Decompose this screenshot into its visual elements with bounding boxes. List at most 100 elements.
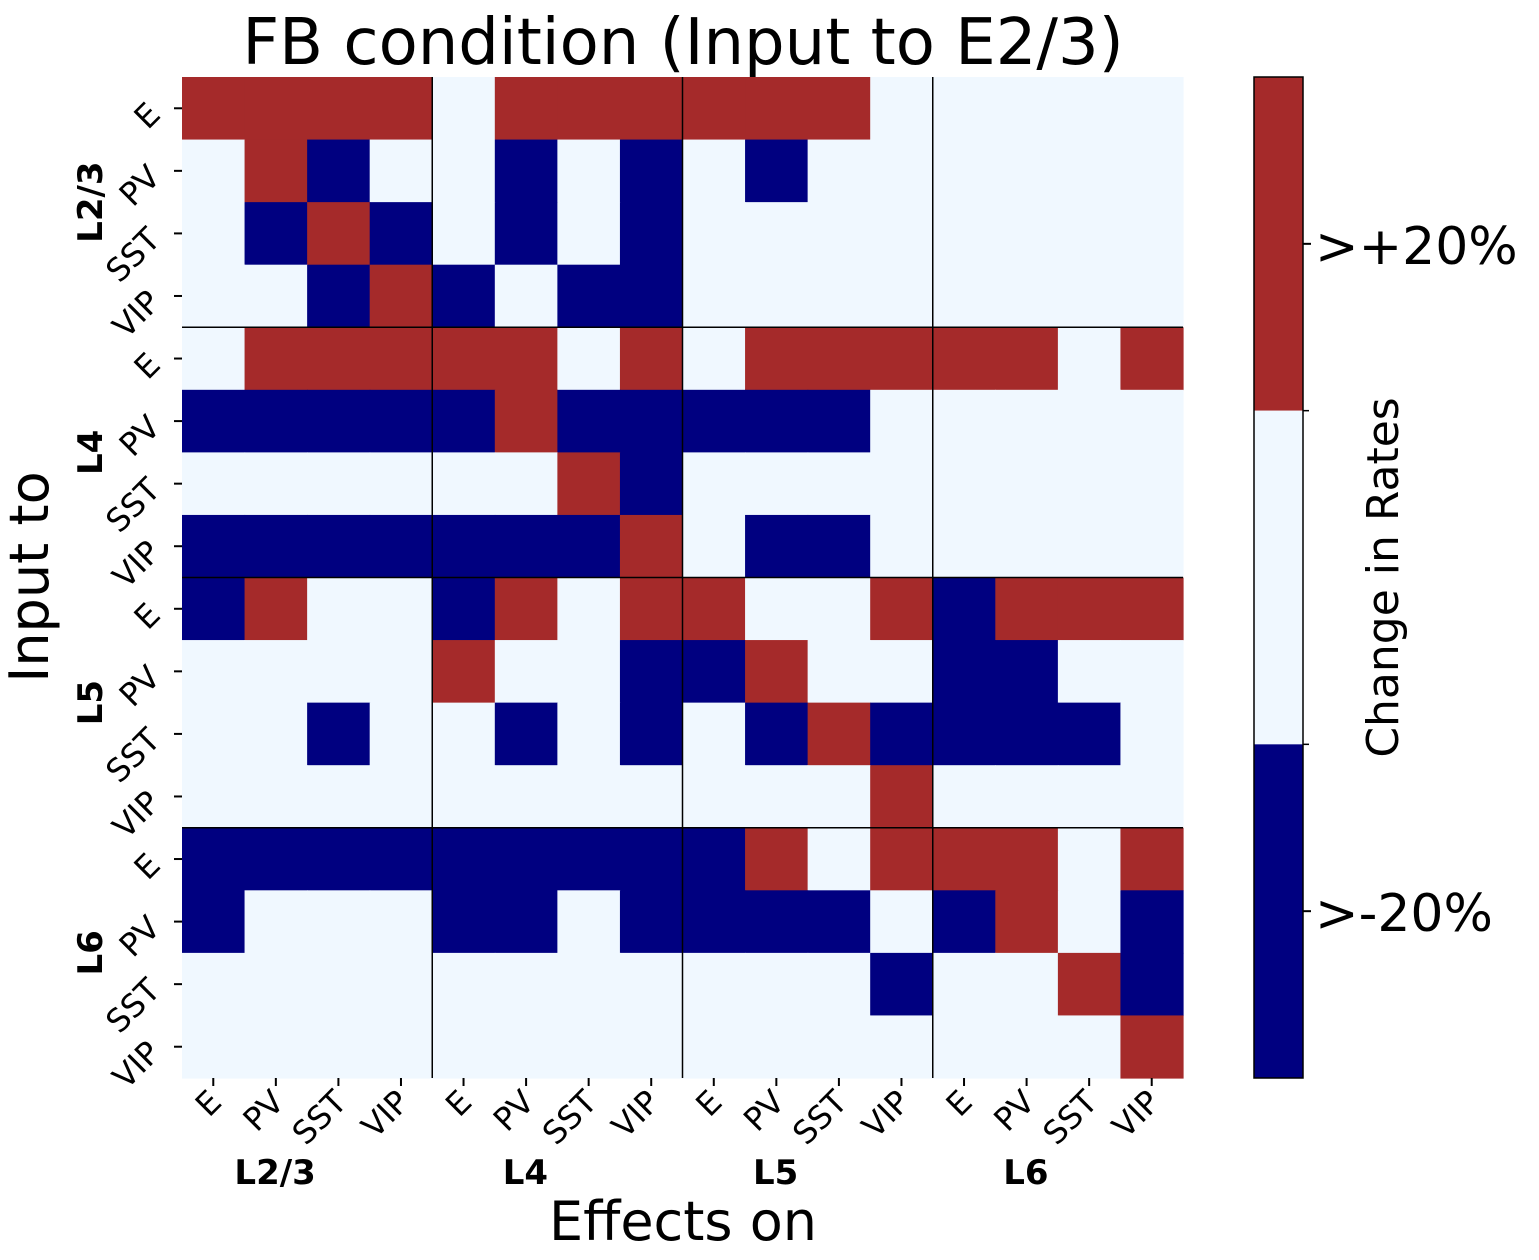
heatmap-cell bbox=[432, 577, 496, 641]
heatmap-cell bbox=[432, 264, 496, 328]
heatmap-cell bbox=[807, 327, 871, 391]
heatmap-cell bbox=[182, 514, 246, 579]
heatmap-cell bbox=[870, 577, 934, 641]
heatmap-cell bbox=[1120, 577, 1184, 641]
heatmap-cell bbox=[745, 452, 809, 516]
colorbar-tick-label: >-20% bbox=[1315, 884, 1493, 944]
heatmap-cell bbox=[307, 77, 371, 141]
y-tick-label: VIP bbox=[105, 783, 168, 846]
heatmap-cell bbox=[995, 1015, 1059, 1079]
heatmap-cell bbox=[182, 890, 246, 954]
heatmap-cells bbox=[182, 77, 1184, 1079]
heatmap-cell bbox=[182, 202, 246, 266]
heatmap-cell bbox=[682, 452, 746, 516]
heatmap-cell bbox=[432, 77, 496, 141]
heatmap-cell bbox=[1120, 702, 1184, 766]
heatmap-cell bbox=[682, 890, 746, 954]
heatmap-cell bbox=[369, 827, 433, 891]
x-tick-label: SST bbox=[1035, 1082, 1105, 1152]
heatmap-cell bbox=[619, 389, 684, 453]
heatmap-cell bbox=[182, 702, 246, 766]
y-layer-label: L5 bbox=[71, 680, 111, 725]
heatmap-cell bbox=[932, 139, 996, 203]
heatmap-cell bbox=[682, 202, 746, 266]
heatmap-cell bbox=[995, 765, 1059, 829]
heatmap-cell bbox=[182, 139, 246, 203]
heatmap-cell bbox=[244, 702, 308, 766]
heatmap-cell bbox=[244, 264, 308, 328]
heatmap-cell bbox=[807, 952, 871, 1017]
heatmap-cell bbox=[557, 202, 621, 266]
heatmap-cell bbox=[494, 890, 558, 954]
heatmap-cell bbox=[432, 327, 496, 391]
x-tick-label: E bbox=[188, 1083, 229, 1124]
heatmap-cell bbox=[932, 264, 996, 328]
heatmap-cell bbox=[369, 139, 433, 203]
heatmap-cell bbox=[995, 952, 1059, 1017]
heatmap-cell bbox=[244, 327, 308, 391]
heatmap-cell bbox=[619, 890, 684, 954]
heatmap-cell bbox=[745, 952, 809, 1017]
heatmap-cell bbox=[932, 765, 996, 829]
x-tick-label: PV bbox=[486, 1083, 542, 1139]
heatmap-cell bbox=[432, 452, 496, 516]
heatmap-cell bbox=[745, 1015, 809, 1079]
x-tick-label: PV bbox=[236, 1083, 292, 1139]
heatmap-cell bbox=[244, 952, 308, 1017]
heatmap-cell bbox=[1120, 765, 1184, 829]
heatmap-cell bbox=[369, 327, 433, 391]
heatmap-cell bbox=[494, 264, 558, 328]
heatmap-cell bbox=[369, 952, 433, 1017]
heatmap-cell bbox=[182, 1015, 246, 1079]
heatmap-cell bbox=[307, 389, 371, 453]
x-tick-label: VIP bbox=[854, 1083, 917, 1146]
x-axis-title: Effects on bbox=[549, 1190, 817, 1253]
heatmap-cell bbox=[244, 452, 308, 516]
colorbar: >+20% >-20% Change in Rates bbox=[1253, 76, 1518, 1079]
heatmap-cell bbox=[1120, 327, 1184, 391]
x-tick-label: VIP bbox=[604, 1083, 667, 1146]
heatmap-cell bbox=[494, 702, 558, 766]
y-layer-label: L2/3 bbox=[71, 161, 111, 242]
chart-title: FB condition (Input to E2/3) bbox=[242, 6, 1123, 80]
heatmap-cell bbox=[807, 139, 871, 203]
heatmap-cell bbox=[244, 77, 308, 141]
heatmap-cell bbox=[1120, 264, 1184, 328]
heatmap-cell bbox=[369, 765, 433, 829]
heatmap-cell bbox=[557, 139, 621, 203]
heatmap-cell bbox=[557, 952, 621, 1017]
heatmap-cell bbox=[307, 514, 371, 579]
heatmap-cell bbox=[244, 577, 308, 641]
heatmap-cell bbox=[870, 139, 934, 203]
heatmap-cell bbox=[995, 514, 1059, 579]
heatmap-cell bbox=[619, 264, 684, 328]
heatmap-cell bbox=[307, 139, 371, 203]
heatmap-cell bbox=[1057, 765, 1122, 829]
heatmap-cell bbox=[494, 202, 558, 266]
heatmap-cell bbox=[1120, 202, 1184, 266]
heatmap-cell bbox=[682, 952, 746, 1017]
heatmap-cell bbox=[557, 577, 621, 641]
heatmap-cell bbox=[432, 202, 496, 266]
heatmap-cell bbox=[807, 452, 871, 516]
heatmap-cell bbox=[369, 514, 433, 579]
heatmap-cell bbox=[1057, 640, 1122, 704]
heatmap-cell bbox=[369, 77, 433, 141]
heatmap-cell bbox=[807, 264, 871, 328]
heatmap-cell bbox=[995, 77, 1059, 141]
x-layer-label: L6 bbox=[1003, 1153, 1048, 1193]
heatmap-cell bbox=[182, 77, 246, 141]
colorbar-label: Change in Rates bbox=[1358, 397, 1409, 757]
heatmap-cell bbox=[494, 952, 558, 1017]
y-tick-label: VIP bbox=[105, 1034, 168, 1097]
x-tick-label: VIP bbox=[354, 1083, 417, 1146]
heatmap-cell bbox=[369, 640, 433, 704]
heatmap-cell bbox=[182, 264, 246, 328]
heatmap-cell bbox=[432, 139, 496, 203]
heatmap-cell bbox=[745, 327, 809, 391]
x-tick-label: SST bbox=[785, 1082, 855, 1152]
y-tick-label: PV bbox=[112, 908, 168, 964]
heatmap-cell bbox=[307, 765, 371, 829]
heatmap-cell bbox=[494, 327, 558, 391]
layer-group-labels: L2/3 L2/3 L4 L4 L5 L5 L6 L6 bbox=[71, 161, 1049, 1193]
